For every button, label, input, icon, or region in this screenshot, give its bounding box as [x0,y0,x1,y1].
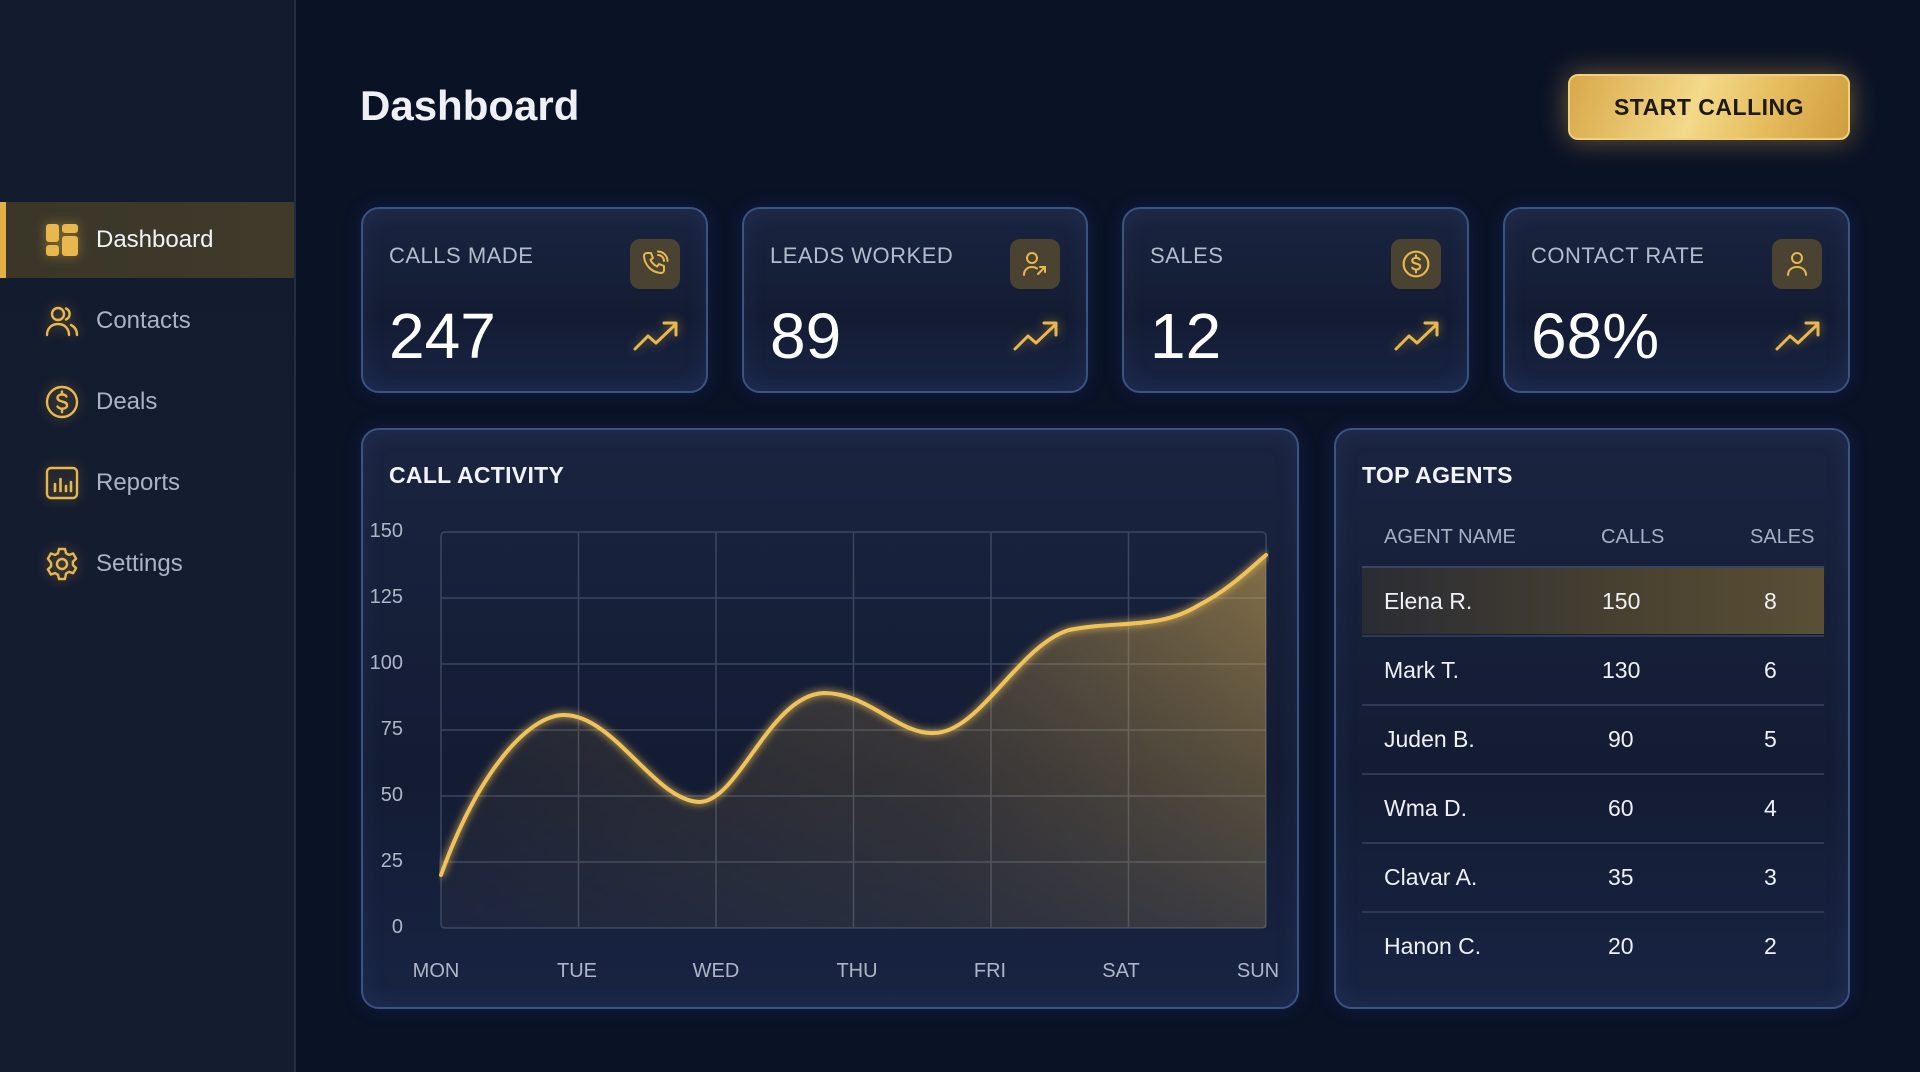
stat-label: LEADS WORKED [770,243,954,268]
gear-icon [44,546,80,582]
x-tick: MON [412,960,460,982]
x-tick: SUN [1236,960,1280,982]
y-tick: 125 [369,586,403,608]
stat-label: CONTACT RATE [1531,243,1705,268]
y-tick: 50 [380,784,403,806]
table-row[interactable]: Hanon C. 20 2 [1362,911,1824,979]
agent-sales: 6 [1764,657,1777,683]
column-header-agent-name: AGENT NAME [1384,526,1516,548]
y-tick: 0 [391,916,403,938]
dashboard-grid-icon [44,222,80,258]
sidebar-item-label: Contacts [96,307,191,334]
sidebar-item-dashboard[interactable]: Dashboard [0,202,294,278]
dollar-circle-icon [1391,239,1441,289]
stat-label: SALES [1150,243,1224,268]
call-activity-panel: CALL ACTIVITY 150 125 100 75 50 25 0 [361,428,1299,1009]
stat-card-calls-made: CALLS MADE 247 [361,207,708,393]
stat-value: 89 [770,300,842,372]
y-tick: 150 [369,520,403,542]
call-activity-chart [439,531,1268,929]
agent-name: Hanon C. [1384,933,1482,959]
agent-name: Clavar A. [1384,864,1478,890]
x-tick: SAT [1102,960,1140,982]
trend-up-icon [1013,321,1058,351]
table-row[interactable]: Juden B. 90 5 [1362,704,1824,772]
sidebar-item-contacts[interactable]: Contacts [0,283,294,359]
stat-card-contact-rate: CONTACT RATE 68% [1503,207,1850,393]
trend-up-icon [1394,321,1439,351]
column-header-calls: CALLS [1601,526,1665,548]
agent-calls: 20 [1608,933,1634,959]
table-row[interactable]: Elena R. 150 8 [1362,566,1824,634]
stat-value: 12 [1150,300,1222,372]
sidebar-item-label: Reports [96,469,181,496]
start-calling-button[interactable]: START CALLING [1568,74,1850,140]
y-tick: 100 [369,652,403,674]
agent-calls: 35 [1608,864,1634,890]
trend-up-icon [633,321,678,351]
sidebar-item-deals[interactable]: Deals [0,364,294,440]
sidebar-item-reports[interactable]: Reports [0,445,294,521]
table-row[interactable]: Clavar A. 35 3 [1362,842,1824,910]
dollar-circle-icon [44,384,80,420]
agent-name: Mark T. [1384,657,1459,683]
bar-chart-icon [44,465,80,501]
agent-sales: 5 [1764,726,1777,752]
stat-value: 247 [389,300,496,372]
agent-name: Juden B. [1384,726,1475,752]
x-tick: WED [692,960,740,982]
x-tick: TUE [557,960,597,982]
sidebar-item-label: Settings [96,550,183,577]
table-row[interactable]: Wma D. 60 4 [1362,773,1824,841]
trend-up-icon [1775,321,1820,351]
sidebar: Dashboard Contacts Deals [0,0,296,1072]
agent-calls: 130 [1602,657,1641,683]
users-icon [44,303,80,339]
column-header-sales: SALES [1750,526,1815,548]
x-tick: THU [836,960,878,982]
panel-title: CALL ACTIVITY [389,462,565,488]
agent-calls: 90 [1608,726,1634,752]
user-icon [1772,239,1822,289]
stat-label: CALLS MADE [389,243,534,268]
y-tick: 25 [380,850,403,872]
panel-title: TOP AGENTS [1362,462,1513,488]
stat-value: 68% [1531,300,1660,372]
agent-sales: 3 [1764,864,1777,890]
top-agents-panel: TOP AGENTS AGENT NAME CALLS SALES Elena … [1334,428,1850,1009]
agent-sales: 2 [1764,933,1777,959]
sidebar-item-settings[interactable]: Settings [0,526,294,602]
stat-card-sales: SALES 12 [1122,207,1469,393]
stat-card-leads-worked: LEADS WORKED 89 [742,207,1088,393]
sidebar-item-label: Deals [96,388,158,415]
agent-sales: 8 [1764,588,1777,614]
user-arrow-icon [1010,239,1060,289]
table-row[interactable]: Mark T. 130 6 [1362,635,1824,703]
agent-calls: 60 [1608,795,1634,821]
phone-icon [630,239,680,289]
agent-name: Wma D. [1384,795,1468,821]
y-tick: 75 [380,718,403,740]
agent-sales: 4 [1764,795,1777,821]
sidebar-item-label: Dashboard [96,226,214,253]
page-title: Dashboard [360,82,580,129]
x-tick: FRI [973,960,1007,982]
agent-calls: 150 [1602,588,1641,614]
agent-name: Elena R. [1384,588,1473,614]
